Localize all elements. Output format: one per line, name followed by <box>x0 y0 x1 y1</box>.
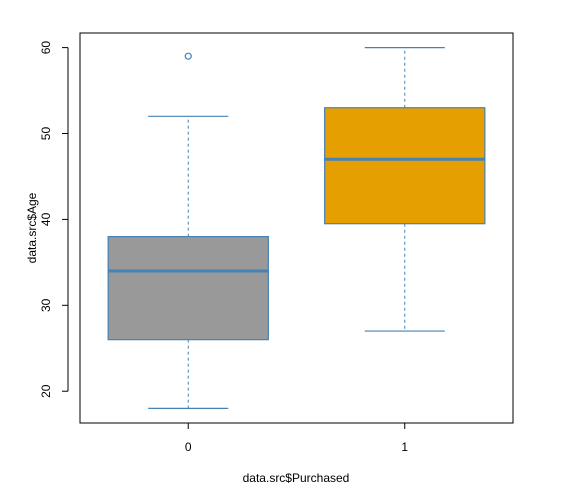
box-body <box>324 107 486 225</box>
x-tick-label: 0 <box>185 440 192 454</box>
x-tick-label: 1 <box>401 440 408 454</box>
box-group-1 <box>324 47 486 332</box>
x-axis-title: data.src$Purchased <box>243 471 350 485</box>
boxes-layer <box>107 47 486 409</box>
box-body <box>107 235 269 341</box>
y-tick-label: 30 <box>39 298 53 312</box>
y-axis-title: data.src$Age <box>25 192 39 263</box>
y-tick-label: 50 <box>39 127 53 141</box>
y-axis: 20 30 40 50 60 <box>39 41 69 398</box>
y-tick-label: 40 <box>39 212 53 226</box>
plot-frame <box>79 32 514 424</box>
outlier-point <box>184 52 192 60</box>
y-tick-label: 60 <box>39 41 53 55</box>
box-group-0 <box>107 52 269 409</box>
y-tick-label: 20 <box>39 384 53 398</box>
